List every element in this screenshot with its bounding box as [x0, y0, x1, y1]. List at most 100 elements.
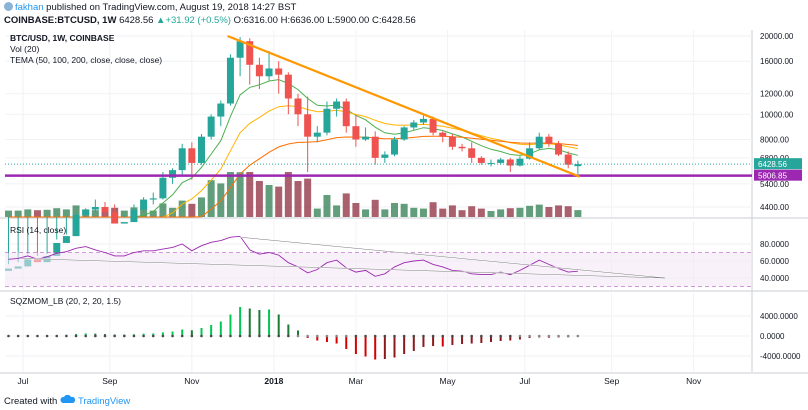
sqz-dot	[219, 334, 223, 338]
volume-bar	[226, 172, 234, 217]
volume-bar	[24, 209, 32, 217]
sqz-dot	[325, 334, 329, 338]
volume-bar	[400, 203, 408, 217]
volume-bar	[371, 199, 379, 217]
candle-body	[352, 126, 360, 140]
volume-bar	[410, 207, 418, 217]
volume-bar	[53, 208, 61, 217]
x-axis-label: 2018	[264, 376, 283, 386]
tema-100-line	[8, 105, 578, 218]
sqz-dot	[55, 334, 59, 338]
candle-body	[458, 146, 466, 149]
volume-bar	[497, 209, 505, 217]
volume-bar	[458, 210, 466, 217]
sqz-dot	[190, 334, 194, 338]
candle-body	[255, 64, 263, 77]
volume-bar	[159, 203, 167, 217]
up-triangle-icon: ▲	[156, 15, 166, 26]
last-price: 6428.56	[119, 15, 154, 26]
candle-body	[535, 136, 543, 149]
sqz-axis-label: 0.0000	[760, 332, 785, 341]
volume-bar	[5, 210, 12, 217]
legend-vol: Vol (20)	[10, 44, 39, 54]
legend-main: BTC/USD, 1W, COINBASE	[10, 33, 115, 43]
candle-body	[140, 199, 148, 210]
sqz-dot	[123, 334, 126, 338]
sqz-dot	[277, 334, 281, 338]
sqz-dot	[65, 334, 68, 338]
tradingview-brand[interactable]: TradingView	[78, 396, 131, 407]
sqz-dot	[306, 334, 309, 338]
published-text: published on TradingView.com, August 19,…	[46, 2, 297, 13]
sqz-dot	[151, 334, 155, 338]
chart-canvas[interactable]: Jul Sep Nov 2018 Mar May Jul Sep Nov 4400.00 5400.…	[0, 28, 808, 392]
volume-bar	[545, 207, 553, 217]
tema-50-line	[8, 79, 579, 218]
price-change: +31.92 (+0.5%)	[165, 15, 231, 26]
candle-body	[304, 114, 312, 137]
candle-body	[82, 209, 90, 215]
sqz-dot	[412, 334, 416, 338]
sqz-axis-label: 4000.0000	[760, 312, 798, 321]
candle-body	[313, 132, 321, 137]
candle-body	[342, 101, 350, 127]
legend-tema: TEMA (50, 100, 200, close, close, close)	[10, 55, 162, 65]
candle-body	[429, 118, 437, 133]
volume-bar	[526, 205, 534, 217]
volume-bar	[419, 208, 427, 217]
price-axis-label: 12000.00	[760, 90, 794, 99]
sqz-dot	[364, 334, 367, 338]
sqz-dot	[383, 334, 387, 338]
candle-body	[487, 162, 495, 164]
candle-body	[265, 68, 273, 77]
volume-bar	[516, 207, 524, 217]
volume-bar	[246, 172, 254, 217]
created-with-text: Created with	[4, 396, 58, 407]
grid	[0, 30, 808, 374]
rsi-label: RSI (14, close)	[10, 225, 66, 235]
sqz-dot	[16, 334, 20, 338]
x-axis-label: Nov	[686, 376, 702, 386]
volume-bar	[149, 210, 157, 217]
volume-bar	[14, 210, 22, 217]
sqz-dot	[431, 334, 435, 338]
candle-body	[294, 98, 302, 115]
candle-body	[545, 136, 553, 144]
sqz-dot	[344, 334, 348, 338]
sqz-dot	[451, 334, 454, 338]
volume-bar	[468, 206, 476, 217]
sqz-dot	[248, 334, 252, 338]
axes: Jul Sep Nov 2018 Mar May Jul Sep Nov 4400.00 5400.…	[18, 32, 802, 386]
volume-bar	[207, 180, 215, 217]
candle-body	[362, 136, 370, 140]
candle-body	[91, 207, 99, 210]
drawings[interactable]	[5, 34, 752, 178]
price-axis-label: 20000.00	[760, 32, 794, 41]
volume-bar	[439, 208, 447, 217]
publish-line: fakhan published on TradingView.com, Aug…	[4, 2, 296, 13]
rsi-axis-label: 40.0000	[760, 274, 789, 283]
rsi-trendline-upper-edge	[240, 237, 665, 279]
volume-bar	[506, 208, 514, 217]
candle-body	[207, 116, 215, 137]
volume-bar	[391, 203, 398, 217]
tema-200-line	[8, 135, 578, 218]
candle-body	[497, 159, 505, 163]
volume-bar	[284, 172, 292, 217]
sqz-dot	[373, 334, 377, 338]
sqz-dot	[316, 334, 319, 338]
footer: Created with TradingView	[0, 392, 808, 410]
sqz-dot	[84, 334, 87, 338]
sqz-dot	[94, 334, 97, 338]
volume-bar	[265, 185, 273, 217]
volume-bar	[381, 209, 389, 217]
author-link[interactable]: fakhan	[15, 2, 44, 13]
candle-body	[217, 103, 225, 117]
symbol-name: COINBASE:BTCUSD, 1W	[4, 15, 117, 26]
candle-body	[169, 170, 177, 178]
candle-body	[506, 159, 514, 166]
volume-bars	[5, 172, 582, 217]
candle-body	[400, 127, 408, 140]
sqz-dot	[518, 334, 522, 338]
volume-bar	[574, 210, 582, 217]
